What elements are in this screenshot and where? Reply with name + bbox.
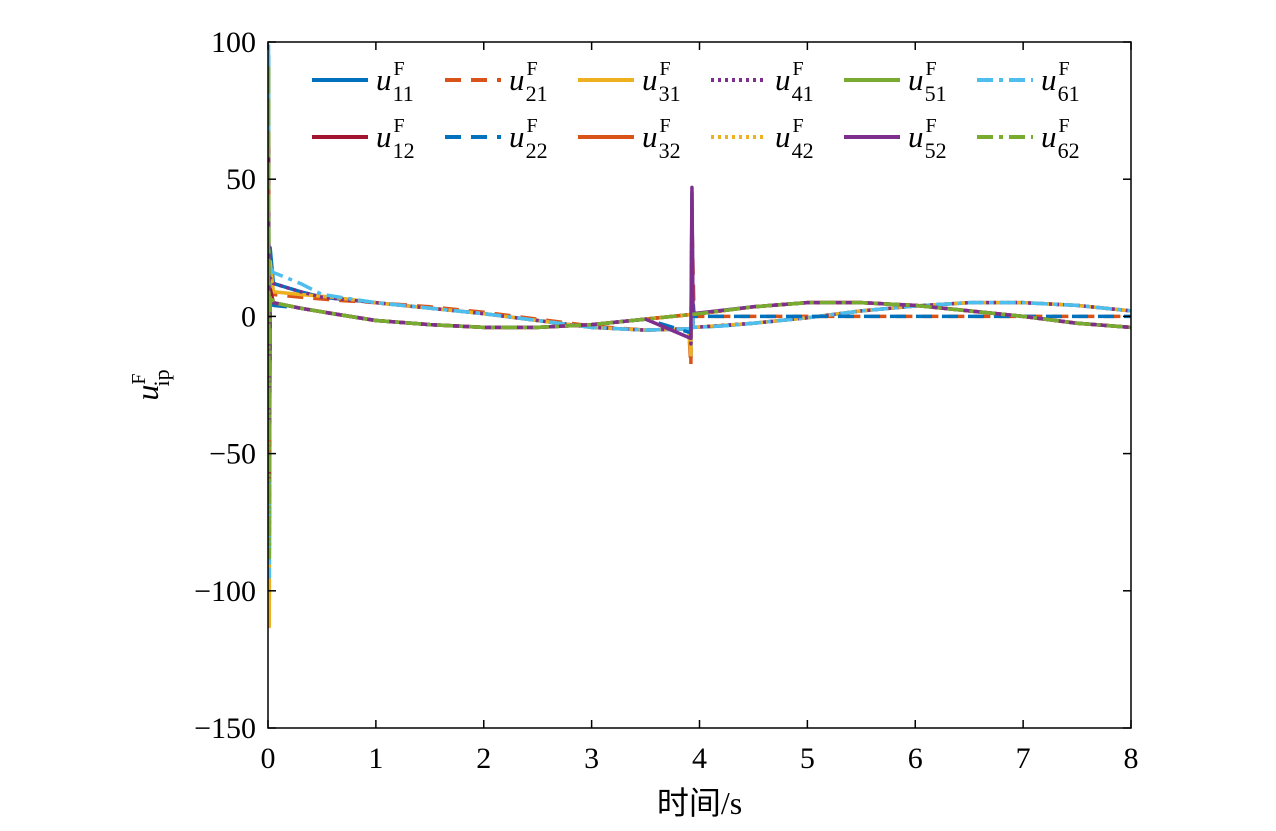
x-tick-label: 8 xyxy=(1124,742,1139,775)
y-tick-label: 100 xyxy=(211,26,256,59)
x-tick-label: 2 xyxy=(476,742,491,775)
series-line-u41F xyxy=(268,150,1131,552)
legend-label-u52F: u F 52 xyxy=(908,115,947,163)
series-line-u62F xyxy=(268,62,1131,560)
legend-label-u12F: u F 12 xyxy=(376,115,415,163)
series-line-u12F xyxy=(268,130,1131,483)
x-axis-label: 时间/s xyxy=(657,785,742,821)
legend-label-u41F: u F 41 xyxy=(775,58,814,106)
y-tick-label: −100 xyxy=(194,575,256,608)
x-tick-label: 0 xyxy=(261,742,276,775)
legend-label-u51F: u F 51 xyxy=(908,58,947,106)
series-line-u52F xyxy=(268,185,1131,428)
x-tick-label: 4 xyxy=(692,742,707,775)
tick-layer: 0 1 2 3 4 5 6 7 8 100 50 0 −50 −100 −150 xyxy=(194,26,1138,775)
x-tick-label: 3 xyxy=(584,742,599,775)
legend-label-u62F: u F 62 xyxy=(1041,115,1080,163)
x-tick-label: 1 xyxy=(368,742,383,775)
x-tick-label: 6 xyxy=(908,742,923,775)
y-tick-label: 50 xyxy=(226,163,256,196)
legend-label-u32F: u F 32 xyxy=(642,115,681,163)
y-axis-label-base: u xyxy=(129,385,165,401)
legend-label-u22F: u F 22 xyxy=(509,115,548,163)
series-line-u31F xyxy=(268,81,1131,629)
legend-label-u42F: u F 42 xyxy=(775,115,814,163)
x-tick-label: 5 xyxy=(800,742,815,775)
series-layer xyxy=(268,42,1131,629)
y-axis-label-sub: ip xyxy=(149,369,174,386)
legend-label-u31F: u F 31 xyxy=(642,58,681,106)
legend-label-u61F: u F 61 xyxy=(1041,58,1080,106)
y-axis-label: uFip xyxy=(128,369,174,400)
legend-label-u21F: u F 21 xyxy=(509,58,548,106)
y-tick-label: −50 xyxy=(209,438,256,471)
x-tick-label: 7 xyxy=(1016,742,1031,775)
y-axis-label-sup: F xyxy=(128,374,150,385)
legend: u F 11 u F 21 u F 31 u F 41 u F 51 u F 61 u F 12 u F 22 u F 32 u F 42… xyxy=(312,58,1080,163)
legend-label-u11F: u F 11 xyxy=(376,58,414,106)
y-tick-label: −150 xyxy=(194,712,256,745)
y-tick-label: 0 xyxy=(241,300,256,333)
